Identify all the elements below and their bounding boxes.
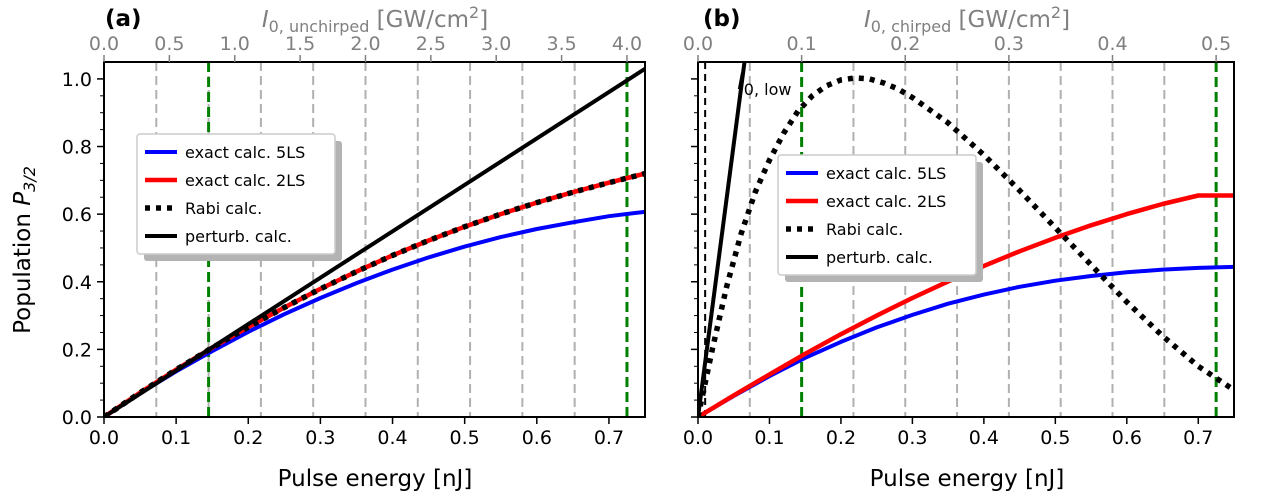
panel-a-top-axis-unit-end: ] [479, 7, 488, 33]
panel-b-top-axis-unit-end: ] [1061, 7, 1070, 33]
panel-a-x-tick-label: 0.2 [233, 427, 263, 449]
panel-a-plot-layer [104, 62, 645, 417]
panel-a-series-dotted-black [104, 170, 645, 417]
panel-a-x-tick-label: 0.0 [89, 427, 119, 449]
panel-b-x-tick-label: 0.3 [897, 427, 927, 449]
panel-b-series-solid-black [698, 62, 747, 417]
panel-a-x-tick-label: 0.1 [161, 427, 191, 449]
panel-a-top-tick-label: 2.5 [416, 33, 446, 55]
panel-a-x-tick-label: 0.5 [450, 427, 480, 449]
panel-b-series-dotted-black [698, 75, 1234, 417]
panel-b-label: (b) [703, 6, 741, 32]
panel-a-y-tick-label: 1.0 [62, 69, 92, 91]
panel-a-top-axis-unit-sup: 2 [469, 3, 479, 22]
panel-a-top-axis-unit: [GW/cm [369, 7, 469, 33]
panel-a-top-tick-label: 0.5 [154, 33, 184, 55]
panel-a-top-tick-label: 3.0 [481, 33, 511, 55]
panel-a: 0.0 0.1 0.2 0.3 0.4 0.5 0.6 0.7 0.0 0.5 1.0 1.5 2.0 2… [62, 33, 646, 449]
panel-b-annotation-low-intensity: I0, low [737, 70, 791, 99]
y-axis-label-subscript: 3/2 [20, 166, 39, 192]
panel-b-x-tick-label: 0.1 [754, 427, 784, 449]
panel-a-legend-entry: exact calc. 2LS [185, 171, 305, 190]
panel-a-top-tick-label: 3.5 [546, 33, 576, 55]
panel-b-annotation-symbol: I [737, 70, 744, 95]
panel-a-legend-entry: exact calc. 5LS [185, 143, 305, 162]
panel-b-x-tick-label: 0.0 [683, 427, 713, 449]
panel-b-top-tick-label: 0.1 [787, 33, 817, 55]
panel-b-top-tick-label: 0.2 [890, 33, 920, 55]
y-axis-label: Population P3/2 [10, 166, 39, 334]
panel-a-top-tick-label: 4.0 [612, 33, 642, 55]
panel-b: 0.0 0.1 0.2 0.3 0.4 0.5 0.6 0.7 0.0 0.1 0.2 0.3 0.4 0… [683, 33, 1235, 449]
panel-b-series-solid-blue [698, 264, 1234, 417]
panel-b-x-tick-label: 0.5 [1040, 427, 1070, 449]
panel-b-top-axis-subscript: 0, chirped [871, 17, 951, 36]
panel-b-legend-entry: exact calc. 2LS [826, 192, 946, 211]
panel-a-legend-entry: Rabi calc. [185, 199, 262, 218]
panel-a-top-tick-label: 1.0 [220, 33, 250, 55]
panel-a-top-tick-label: 1.5 [285, 33, 315, 55]
y-axis-label-text: Population [10, 213, 36, 334]
panel-a-y-tick-label: 0.0 [62, 407, 92, 429]
panel-b-axes-frame [697, 61, 1235, 418]
panel-a-legend-box [136, 133, 336, 255]
panel-b-top-tick-label: 0.5 [1201, 33, 1231, 55]
panel-a-y-tick-label: 0.4 [62, 272, 92, 294]
panel-a-top-axis-label: I0, unchirped [GW/cm2] [262, 3, 488, 36]
panel-b-legend-entry: perturb. calc. [826, 248, 933, 267]
panel-b-top-axis-unit-sup: 2 [1051, 3, 1061, 22]
panel-a-series-solid-black [104, 67, 645, 417]
panel-a-label: (a) [105, 6, 142, 32]
panel-a-x-tick-label: 0.4 [377, 427, 407, 449]
panel-b-top-axis-label: I0, chirped [GW/cm2] [864, 3, 1070, 36]
panel-b-legend-entry: Rabi calc. [826, 220, 903, 239]
panel-b-top-axis-symbol: I [864, 7, 871, 33]
panel-b-top-tick-label: 0.4 [1097, 33, 1127, 55]
panel-a-y-tick-label: 0.2 [62, 339, 92, 361]
panel-b-x-tick-label: 0.6 [1112, 427, 1142, 449]
panel-b-x-axis-label: Pulse energy [nJ] [870, 466, 1065, 492]
panel-b-x-tick-label: 0.2 [826, 427, 856, 449]
panel-a-legend-entry: perturb. calc. [185, 227, 292, 246]
panel-a-y-tick-label: 0.6 [62, 204, 92, 226]
panel-a-top-tick-label: 0.0 [89, 33, 119, 55]
panel-b-annotation-subscript: 0, low [744, 80, 792, 99]
panel-a-x-tick-label: 0.7 [594, 427, 624, 449]
panel-a-top-axis-subscript: 0, unchirped [269, 17, 370, 36]
panel-b-top-axis-unit: [GW/cm [951, 7, 1051, 33]
panel-a-x-axis-label: Pulse energy [nJ] [278, 466, 473, 492]
panel-b-x-tick-label: 0.4 [969, 427, 999, 449]
panel-b-top-tick-label: 0.0 [683, 33, 713, 55]
panel-a-x-tick-label: 0.3 [305, 427, 335, 449]
panel-b-top-tick-label: 0.3 [994, 33, 1024, 55]
panel-a-top-tick-label: 2.0 [350, 33, 380, 55]
panel-a-axes-frame [103, 61, 646, 418]
panel-b-legend-entry: exact calc. 5LS [826, 164, 946, 183]
panel-b-legend-box [777, 154, 977, 276]
panel-a-x-tick-label: 0.6 [522, 427, 552, 449]
panel-b-x-tick-label: 0.7 [1183, 427, 1213, 449]
panel-a-top-axis-symbol: I [262, 7, 269, 33]
y-axis-label-symbol: P [10, 192, 36, 206]
panel-a-y-tick-label: 0.8 [62, 137, 92, 159]
